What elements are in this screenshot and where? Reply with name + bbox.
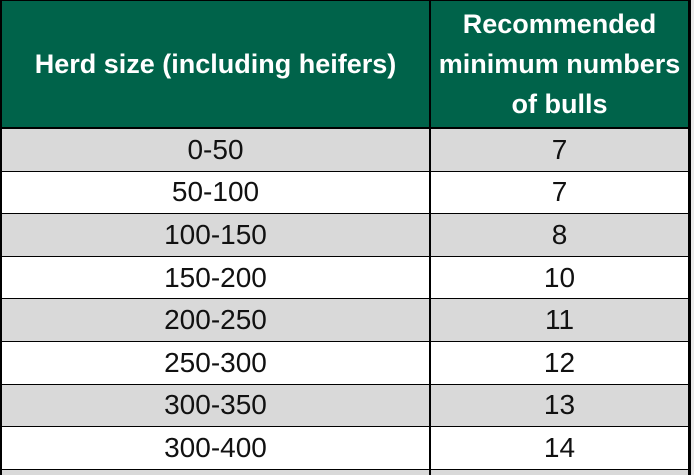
herd-size-cell: 300-400: [2, 427, 431, 470]
column-header-recommended-bulls: Recommended minimum numbers of bulls: [431, 1, 688, 129]
bulls-cell: 11: [431, 299, 688, 342]
herd-size-cell: 200-250: [2, 299, 431, 342]
table-row-partial: [431, 469, 688, 475]
herd-size-cell: 50-100: [2, 171, 431, 215]
table-row-partial: [2, 469, 431, 475]
bulls-cell: 8: [431, 214, 688, 257]
header-line: Recommended: [462, 9, 657, 39]
herd-size-cell: 250-300: [2, 341, 431, 385]
herd-size-cell: 100-150: [2, 214, 431, 257]
herd-size-cell: 0-50: [2, 129, 431, 172]
bulls-cell: 10: [431, 256, 688, 300]
header-line: of bulls: [511, 89, 608, 119]
bulls-cell: 14: [431, 427, 688, 470]
header-line: minimum numbers: [438, 49, 681, 79]
bulls-cell: 7: [431, 129, 688, 172]
herd-size-cell: 150-200: [2, 256, 431, 300]
bulls-cell: 13: [431, 384, 688, 428]
herd-size-cell: 300-350: [2, 384, 431, 428]
bulls-cell: 7: [431, 171, 688, 215]
bulls-cell: 12: [431, 341, 688, 385]
column-header-herd-size: Herd size (including heifers): [2, 1, 431, 129]
